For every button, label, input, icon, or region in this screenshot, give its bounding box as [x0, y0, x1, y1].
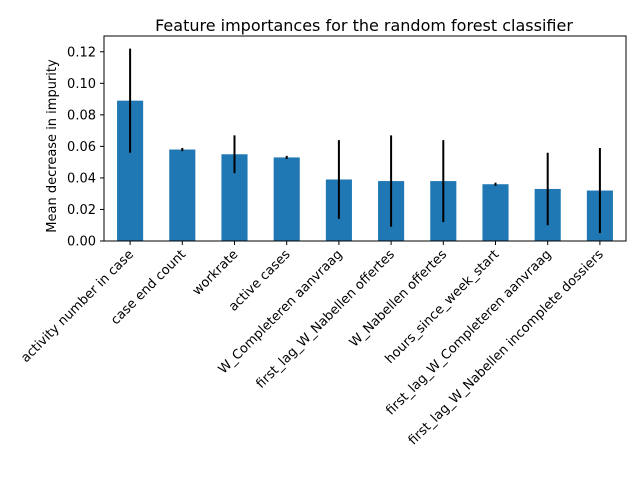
y-tick-label: 0.06: [67, 140, 96, 155]
y-tick-label: 0.10: [67, 77, 96, 92]
y-tick-label: 0.02: [67, 203, 96, 218]
y-axis: 0.00 0.02 0.04 0.06 0.08 0.10 0.12: [67, 45, 104, 250]
errorbars-layer: [129, 48, 601, 234]
y-tick-label: 0.04: [67, 171, 96, 186]
y-tick-label: 0.12: [67, 45, 96, 60]
y-tick-label: 0.00: [67, 235, 96, 250]
chart-title: Feature importances for the random fores…: [155, 16, 573, 35]
y-axis-title: Mean decrease in impurity: [45, 59, 60, 233]
y-tick-label: 0.08: [67, 108, 96, 123]
bar: [273, 157, 300, 241]
plot-frame: [103, 35, 627, 242]
bar: [482, 184, 509, 241]
bar: [169, 149, 196, 241]
